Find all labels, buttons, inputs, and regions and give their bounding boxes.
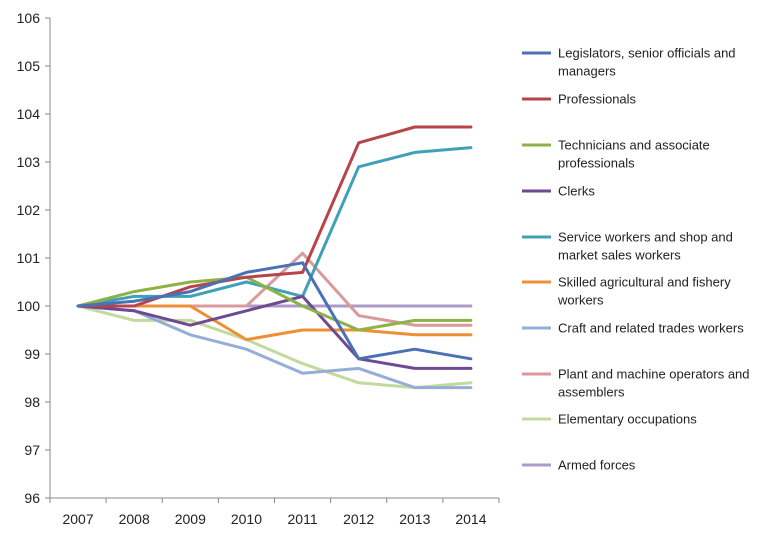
x-tick-label: 2008: [119, 511, 150, 527]
y-tick-label: 102: [17, 202, 41, 218]
y-tick-label: 96: [24, 490, 40, 506]
y-tick-label: 97: [24, 442, 40, 458]
x-tick-label: 2013: [399, 511, 430, 527]
legend-label: Plant and machine operators and assembler…: [558, 367, 750, 400]
legend-label: Legislators, senior officials and manager…: [558, 46, 736, 79]
legend-label: Armed forces: [558, 458, 636, 473]
legend-label: Service workers and shop and market sales…: [558, 230, 733, 263]
series-line-6: [76, 304, 473, 390]
series-line-8: [76, 304, 473, 390]
x-tick-labels: 2007 2008 2009 2010 2011 2012 2013 2014: [62, 511, 486, 527]
legend-label: Skilled agricultural and fishery workers: [557, 275, 731, 308]
legend-label: Craft and related trades workers: [558, 321, 744, 336]
y-tick-label: 98: [24, 394, 40, 410]
x-tick-label: 2007: [62, 511, 93, 527]
legend-label: Technicians and associate professionals: [558, 138, 710, 171]
y-tick-label: 103: [17, 154, 41, 170]
series-line-0: [76, 261, 473, 361]
x-tick-label: 2012: [343, 511, 374, 527]
y-tick-label: 104: [17, 106, 41, 122]
y-tick-label: 99: [24, 346, 40, 362]
axes: [45, 17, 500, 503]
y-tick-label: 105: [17, 58, 41, 74]
legend: Legislators, senior officials and manager…: [522, 46, 750, 473]
legend-label: Elementary occupations: [558, 412, 697, 427]
y-tick-label: 100: [17, 298, 41, 314]
series-lines: [76, 125, 473, 390]
x-tick-label: 2010: [231, 511, 262, 527]
y-tick-label: 106: [17, 10, 41, 26]
x-tick-label: 2011: [288, 511, 318, 527]
x-tick-label: 2014: [455, 511, 486, 527]
series-line-2: [76, 275, 473, 332]
y-tick-label: 101: [17, 250, 41, 266]
legend-label: Clerks: [558, 184, 595, 199]
x-tick-label: 2009: [175, 511, 206, 527]
y-tick-labels: 96 97 98 99 100 101 102 103 104 105 106: [17, 10, 41, 506]
series-line-4: [76, 146, 473, 308]
series-line-1: [76, 125, 473, 308]
legend-label: Professionals: [558, 92, 637, 107]
series-line-5: [76, 304, 473, 342]
series-line-3: [76, 294, 473, 370]
